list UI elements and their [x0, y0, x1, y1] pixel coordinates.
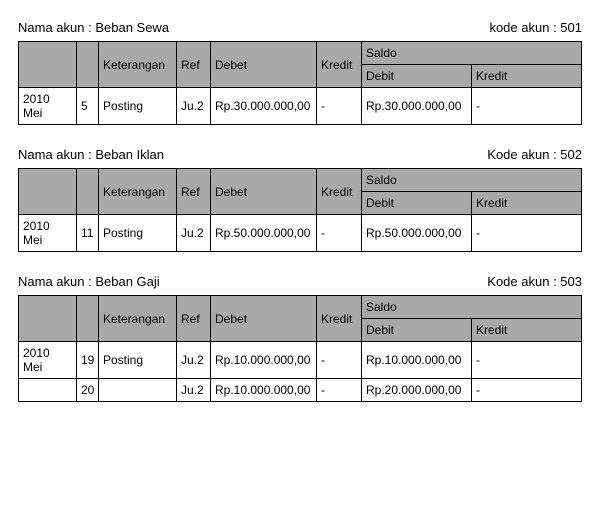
- account-code: Kode akun : 502: [487, 147, 582, 162]
- account-name-value: Beban Iklan: [95, 147, 164, 162]
- table-row: 2010 Mei11PostingJu.2Rp.50.000.000,00-Rp…: [19, 215, 582, 252]
- col-saldo: Saldo: [362, 42, 582, 65]
- cell-saldo-debit: Rp.30.000.000,00: [362, 88, 472, 125]
- cell-date: 2010 Mei: [19, 342, 77, 379]
- cell-saldo-debit: Rp.50.000.000,00: [362, 215, 472, 252]
- cell-day: 11: [77, 215, 99, 252]
- account-name-label: Nama akun: [18, 274, 84, 289]
- col-saldo-debit: Debit: [362, 319, 472, 342]
- account-header: Nama akun : Beban Gaji Kode akun : 503: [18, 274, 582, 289]
- cell-day: 19: [77, 342, 99, 379]
- cell-saldo-debit: Rp.20.000.000,00: [362, 379, 472, 402]
- col-keterangan: Keterangan: [99, 42, 177, 88]
- cell-day: 20: [77, 379, 99, 402]
- table-row: 2010 Mei5PostingJu.2Rp.30.000.000,00-Rp.…: [19, 88, 582, 125]
- cell-ref: Ju.2: [177, 379, 211, 402]
- col-kredit: Kredit: [317, 296, 362, 342]
- ledger-section: Nama akun : Beban Iklan Kode akun : 502 Ke…: [18, 147, 582, 252]
- table-row: 2010 Mei19PostingJu.2Rp.10.000.000,00-Rp…: [19, 342, 582, 379]
- col-debet: Debet: [211, 296, 317, 342]
- col-saldo-debit: Debit: [362, 192, 472, 215]
- cell-saldo-kredit: -: [472, 342, 582, 379]
- cell-kredit: -: [317, 342, 362, 379]
- cell-ref: Ju.2: [177, 342, 211, 379]
- col-saldo-debit: Debit: [362, 65, 472, 88]
- cell-debet: Rp.10.000.000,00: [211, 342, 317, 379]
- account-header: Nama akun : Beban Iklan Kode akun : 502: [18, 147, 582, 162]
- cell-saldo-kredit: -: [472, 88, 582, 125]
- account-code-label: Kode akun: [487, 147, 549, 162]
- cell-saldo-kredit: -: [472, 215, 582, 252]
- col-saldo-kredit: Kredit: [472, 65, 582, 88]
- col-day-blank: [77, 169, 99, 215]
- cell-date: 2010 Mei: [19, 88, 77, 125]
- col-kredit: Kredit: [317, 42, 362, 88]
- col-keterangan: Keterangan: [99, 169, 177, 215]
- col-saldo: Saldo: [362, 296, 582, 319]
- account-code: kode akun : 501: [489, 20, 582, 35]
- table-row: 20Ju.2Rp.10.000.000,00-Rp.20.000.000,00-: [19, 379, 582, 402]
- account-code-value: 503: [560, 274, 582, 289]
- col-day-blank: [77, 42, 99, 88]
- cell-saldo-kredit: -: [472, 379, 582, 402]
- col-keterangan: Keterangan: [99, 296, 177, 342]
- account-name-value: Beban Gaji: [95, 274, 159, 289]
- account-name: Nama akun : Beban Sewa: [18, 20, 169, 35]
- account-code-value: 502: [560, 147, 582, 162]
- col-ref: Ref: [177, 42, 211, 88]
- cell-desc: Posting: [99, 342, 177, 379]
- account-code-value: 501: [560, 20, 582, 35]
- cell-date: [19, 379, 77, 402]
- account-name: Nama akun : Beban Iklan: [18, 147, 164, 162]
- cell-ref: Ju.2: [177, 88, 211, 125]
- cell-debet: Rp.10.000.000,00: [211, 379, 317, 402]
- col-ref: Ref: [177, 169, 211, 215]
- cell-kredit: -: [317, 379, 362, 402]
- ledger-table: KeteranganRefDebetKreditSaldoDebitKredit…: [18, 41, 582, 125]
- account-code-label: kode akun: [489, 20, 549, 35]
- ledger-table: KeteranganRefDebetKreditSaldoDebitKredit…: [18, 168, 582, 252]
- ledger-table: KeteranganRefDebetKreditSaldoDebitKredit…: [18, 295, 582, 402]
- col-saldo-kredit: Kredit: [472, 192, 582, 215]
- col-debet: Debet: [211, 42, 317, 88]
- col-date-blank: [19, 296, 77, 342]
- col-debet: Debet: [211, 169, 317, 215]
- col-date-blank: [19, 169, 77, 215]
- col-saldo: Saldo: [362, 169, 582, 192]
- cell-kredit: -: [317, 88, 362, 125]
- cell-debet: Rp.30.000.000,00: [211, 88, 317, 125]
- col-ref: Ref: [177, 296, 211, 342]
- cell-desc: [99, 379, 177, 402]
- account-name-label: Nama akun: [18, 147, 84, 162]
- ledger-section: Nama akun : Beban Sewa kode akun : 501 Ket…: [18, 20, 582, 125]
- cell-desc: Posting: [99, 88, 177, 125]
- cell-date: 2010 Mei: [19, 215, 77, 252]
- account-code: Kode akun : 503: [487, 274, 582, 289]
- col-day-blank: [77, 296, 99, 342]
- account-header: Nama akun : Beban Sewa kode akun : 501: [18, 20, 582, 35]
- cell-ref: Ju.2: [177, 215, 211, 252]
- cell-saldo-debit: Rp.10.000.000,00: [362, 342, 472, 379]
- ledger-section: Nama akun : Beban Gaji Kode akun : 503 Ket…: [18, 274, 582, 402]
- col-date-blank: [19, 42, 77, 88]
- account-name: Nama akun : Beban Gaji: [18, 274, 160, 289]
- account-code-label: Kode akun: [487, 274, 549, 289]
- cell-kredit: -: [317, 215, 362, 252]
- cell-debet: Rp.50.000.000,00: [211, 215, 317, 252]
- cell-desc: Posting: [99, 215, 177, 252]
- col-kredit: Kredit: [317, 169, 362, 215]
- account-name-value: Beban Sewa: [95, 20, 169, 35]
- col-saldo-kredit: Kredit: [472, 319, 582, 342]
- account-name-label: Nama akun: [18, 20, 84, 35]
- cell-day: 5: [77, 88, 99, 125]
